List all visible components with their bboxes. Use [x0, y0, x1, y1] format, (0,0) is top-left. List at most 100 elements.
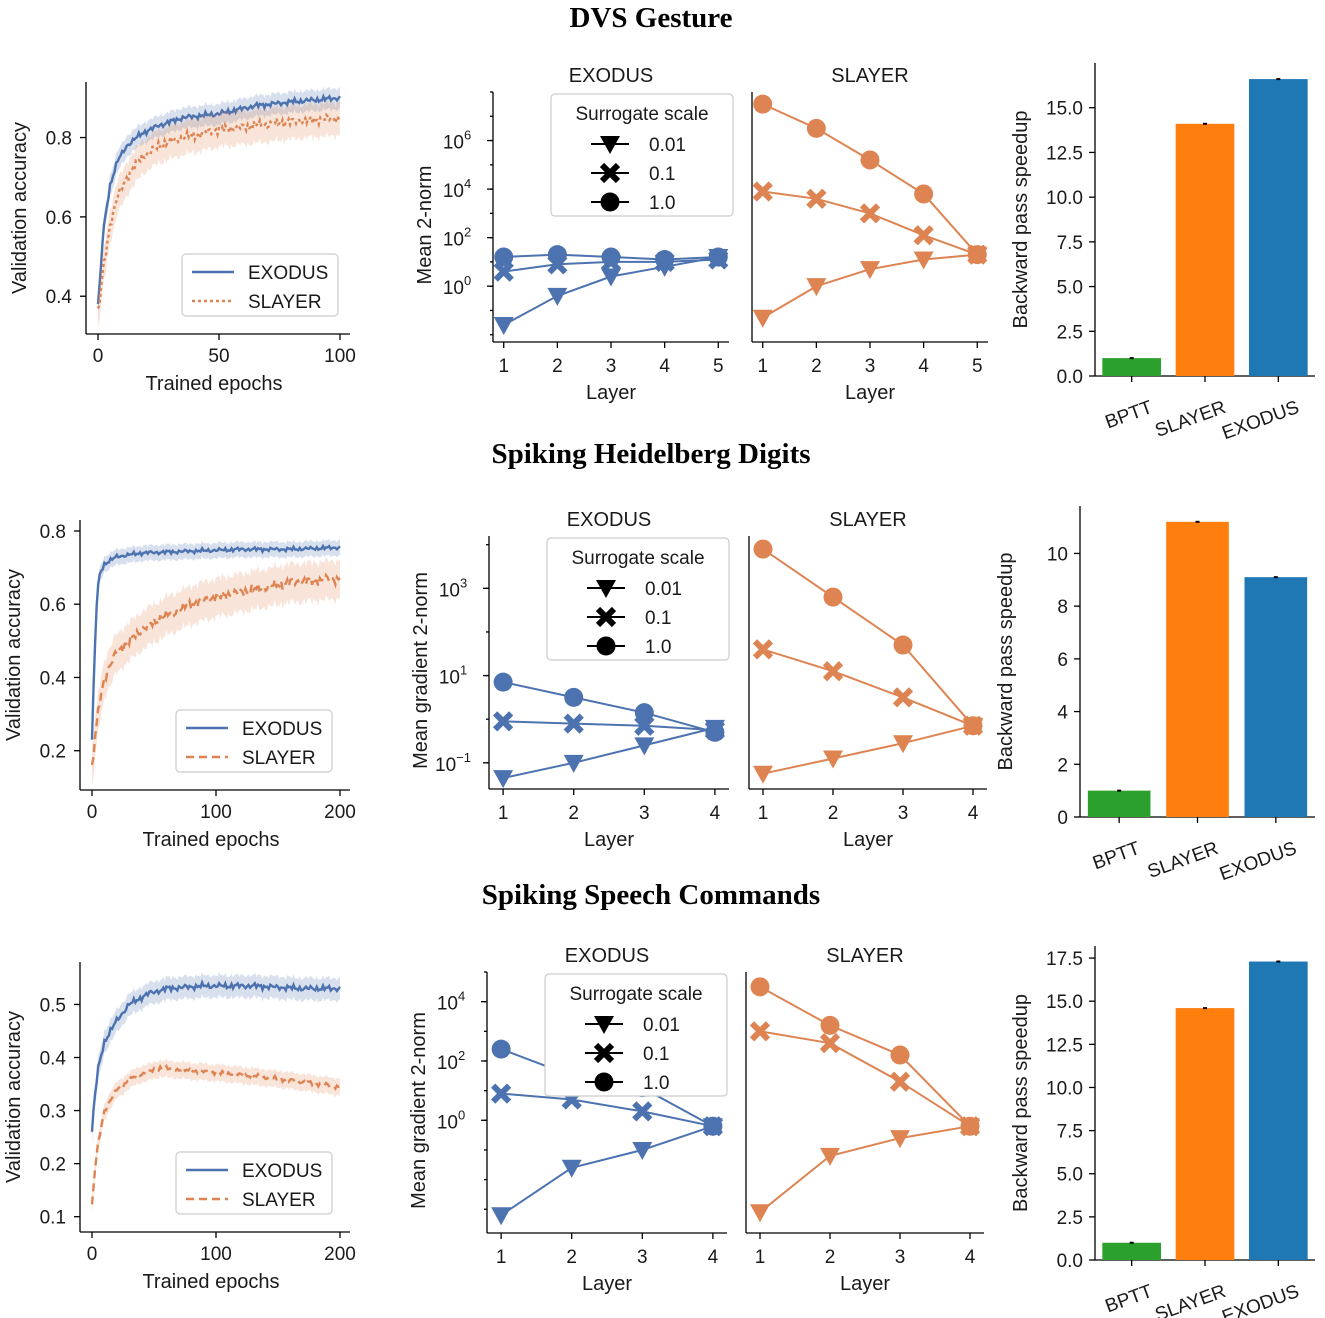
x-marker [913, 225, 934, 246]
triangle-marker [547, 287, 568, 306]
series-line-exodus [90, 978, 341, 1132]
y-tick-exponent: 2 [464, 225, 471, 240]
x-tick-label: 5 [972, 356, 983, 377]
series-line-0.01 [759, 1125, 971, 1213]
y-axis-label: Backward pass speedup [1010, 111, 1032, 329]
y-tick-label: 0.8 [40, 522, 66, 543]
x-axis-label: Layer [840, 1273, 890, 1295]
series-line-0.1 [762, 648, 974, 727]
y-tick-exponent: 2 [458, 1048, 465, 1063]
x-marker [493, 261, 514, 282]
triangle-marker [600, 136, 620, 154]
circle-marker [594, 1072, 614, 1092]
confidence-band-exodus [98, 86, 340, 316]
speedup-bar-chart: 0 2 4 6 8 10 Backward pass speedup BPTT SLAYEREX… [995, 506, 1315, 885]
x-tick-label: SLAYER [1152, 397, 1228, 442]
x-tick-label: 3 [606, 356, 617, 377]
series-line-1.0 [762, 103, 979, 256]
x-tick-label: 2 [566, 1247, 577, 1268]
y-tick-label: 104 [443, 176, 471, 202]
circle-marker [914, 184, 934, 204]
triangle-marker [563, 754, 584, 773]
plot-title: EXODUS [565, 945, 649, 967]
circle-marker [655, 249, 675, 269]
confidence-band-exodus [92, 971, 340, 1144]
accuracy-plot: 0 100 200 0.1 0.2 0.3 0.4 0.5 Trained epochs Vali… [3, 962, 356, 1293]
y-tick-label: 0.4 [40, 668, 67, 689]
x-tick-label: 1 [496, 1247, 507, 1268]
y-tick-label: 2.5 [1057, 322, 1083, 343]
legend-title: Surrogate scale [575, 104, 708, 125]
y-tick-label: 106 [443, 128, 471, 154]
circle-marker [493, 672, 513, 692]
x-tick-label: 4 [918, 356, 929, 377]
gradient-plot-slayer: SLAYER 1 2 3 4 Layer [745, 945, 984, 1295]
y-tick-label: 0.5 [40, 995, 66, 1016]
series-line-slayer [96, 112, 341, 309]
triangle-marker [750, 1204, 770, 1223]
circle-marker [806, 118, 826, 138]
y-tick-label: 5.0 [1057, 278, 1083, 299]
y-tick-label: 10.0 [1046, 188, 1083, 209]
circle-marker [564, 687, 584, 707]
x-tick-label: BPTT [1090, 838, 1143, 874]
x-tick-label: 0 [93, 346, 104, 367]
series-line-0.1 [501, 1092, 714, 1128]
legend-label: 1.0 [645, 637, 671, 658]
y-tick-label: 0.2 [40, 742, 66, 763]
series-line-0.1 [503, 720, 715, 732]
triangle-marker [806, 278, 827, 297]
series-line-0.01 [500, 1125, 714, 1217]
y-axis-label: Mean gradient 2-norm [408, 1012, 430, 1209]
circle-marker [547, 245, 567, 265]
y-tick-label: 10−1 [435, 750, 471, 776]
y-tick-exponent: −1 [456, 750, 471, 765]
x-marker [859, 203, 881, 224]
x-tick-label: 4 [968, 803, 979, 824]
y-axis-label: Validation accuracy [3, 569, 25, 741]
series-line-1.0 [759, 985, 971, 1127]
y-tick-label: 103 [439, 575, 467, 601]
section-title-speech-commands: Spiking Speech Commands [482, 879, 820, 911]
x-tick-label: 0 [87, 802, 98, 823]
x-tick-label: 4 [710, 803, 721, 824]
triangle-marker [753, 765, 773, 784]
x-tick-label: 100 [200, 1244, 232, 1265]
x-tick-label: 2 [811, 356, 822, 377]
x-tick-label: 5 [713, 356, 724, 377]
x-marker [492, 711, 514, 732]
x-tick-label: 3 [898, 803, 909, 824]
y-tick-label: 0.3 [40, 1102, 66, 1123]
x-tick-label: 1 [755, 1247, 766, 1268]
x-marker [490, 1083, 512, 1104]
y-tick-label: 0.4 [40, 1049, 67, 1070]
x-axis-label: Layer [582, 1273, 632, 1295]
x-tick-label: 2 [552, 356, 563, 377]
triangle-marker [634, 737, 655, 756]
legend-label: 1.0 [649, 193, 675, 214]
triangle-marker [823, 750, 843, 769]
legend-title: Surrogate scale [569, 984, 702, 1005]
x-tick-label: 2 [828, 803, 839, 824]
x-axis-label: Trained epochs [142, 829, 279, 851]
legend-label: SLAYER [242, 748, 316, 769]
y-tick-exponent: 1 [460, 663, 467, 678]
y-tick-label: 12.5 [1046, 1035, 1083, 1056]
triangle-marker [632, 1141, 653, 1160]
x-marker [889, 1071, 911, 1092]
accuracy-plot: 0 50 100 0.4 0.6 0.8 Trained epochs Validation … [9, 82, 356, 395]
y-tick-label: 2.5 [1057, 1208, 1083, 1229]
x-tick-label: EXODUS [1219, 397, 1302, 444]
x-tick-label: 1 [758, 803, 769, 824]
circle-marker [494, 247, 514, 267]
x-marker [752, 181, 773, 202]
series-line-0.1 [762, 190, 978, 256]
triangle-marker [596, 580, 616, 598]
section-title-dvs-gesture: DVS Gesture [570, 2, 733, 34]
circle-marker [967, 245, 987, 265]
plot-title: EXODUS [569, 65, 653, 87]
legend-box [181, 253, 339, 317]
legend-label: 0.01 [643, 1015, 680, 1036]
triangle-marker [491, 1207, 512, 1226]
